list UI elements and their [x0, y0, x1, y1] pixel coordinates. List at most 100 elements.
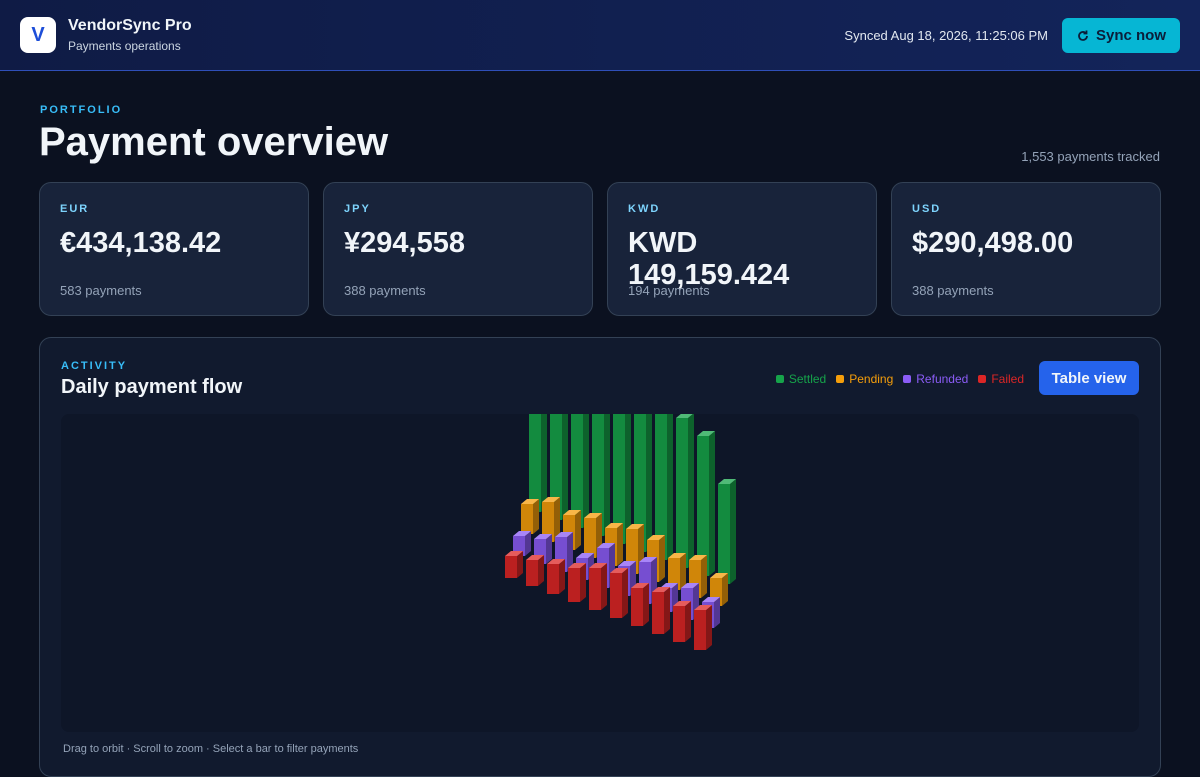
bar: [652, 587, 670, 634]
bar: [697, 431, 715, 576]
bar-side: [604, 414, 610, 536]
bar-top: [605, 523, 623, 528]
bar-front: [718, 484, 730, 584]
bar: [521, 499, 539, 534]
bar: [589, 563, 607, 610]
bar: [668, 553, 686, 590]
bar-front: [592, 414, 604, 536]
bar-top: [534, 534, 552, 539]
legend-swatch: [978, 375, 987, 383]
bar: [526, 555, 544, 586]
bar-side: [643, 583, 649, 626]
page-title: Payment overview: [39, 120, 389, 164]
bar-top: [673, 601, 691, 606]
bar-top: [547, 559, 565, 564]
legend-item: Failed: [978, 372, 1024, 386]
amount: $290,498.00: [912, 227, 1074, 259]
bar-top: [513, 531, 531, 536]
currency-card: USD $290,498.00 388 payments: [891, 182, 1161, 316]
amount: €434,138.42: [60, 227, 222, 259]
legend-swatch: [903, 375, 912, 383]
bar-front: [529, 414, 541, 512]
legend-label: Settled: [788, 372, 827, 386]
sync-label: Sync now: [1095, 27, 1166, 44]
bar-side: [567, 532, 573, 572]
bar: [592, 414, 610, 536]
bar-side: [709, 431, 715, 576]
bar-side: [617, 523, 623, 566]
bar-top: [689, 555, 707, 560]
bar-side: [622, 568, 628, 618]
bar-side: [575, 510, 581, 550]
app-subtitle: Payments operations: [68, 39, 181, 53]
bar-front: [568, 568, 580, 602]
bar-side: [646, 414, 652, 552]
brand: VendorSync Pro Payments operations: [68, 17, 192, 53]
bar-side: [625, 414, 631, 544]
table-view-button[interactable]: Table view: [1039, 361, 1139, 395]
bar-top: [584, 513, 602, 518]
bar-front: [631, 588, 643, 626]
logo: V: [20, 17, 56, 53]
app-name: VendorSync Pro: [68, 17, 192, 34]
bar-front: [571, 414, 583, 528]
currency-card: JPY ¥294,558 388 payments: [323, 182, 593, 316]
hint: Drag to orbit · Scroll to zoom · Select …: [63, 743, 359, 755]
amount: ¥294,558: [344, 227, 465, 259]
bar-side: [538, 555, 544, 586]
panel-title: Daily payment flow: [61, 376, 243, 398]
bar: [529, 414, 547, 512]
bar: [571, 414, 589, 528]
bar-side: [525, 531, 531, 556]
payment-count: 194 payments: [628, 283, 710, 298]
currency-card: EUR €434,138.42 583 payments: [39, 182, 309, 316]
bar-top: [555, 532, 573, 537]
bar-top: [710, 573, 728, 578]
bar-top: [652, 587, 670, 592]
currency-code: USD: [912, 203, 942, 215]
bar-front: [589, 568, 601, 610]
payment-count: 388 payments: [912, 283, 994, 298]
bar-side: [541, 414, 547, 512]
legend-label: Failed: [991, 372, 1024, 386]
bar: [655, 414, 673, 560]
bar-top: [668, 553, 686, 558]
currency-code: KWD: [628, 203, 661, 215]
bar-top: [697, 431, 715, 436]
bar: [613, 414, 631, 544]
bar-front: [521, 504, 533, 534]
bar: [542, 497, 560, 542]
amount: KWD 149,159.424: [628, 227, 790, 291]
bar-top: [660, 583, 678, 588]
tracked-count: 1,553 payments tracked: [1021, 149, 1160, 164]
sync-button[interactable]: Sync now: [1062, 18, 1180, 53]
payment-count: 388 payments: [344, 283, 426, 298]
legend-item: Refunded: [903, 372, 968, 386]
bar: [550, 414, 568, 520]
bar-top: [702, 597, 720, 602]
bar-front: [655, 414, 667, 560]
bar-top: [505, 551, 523, 556]
bar-top: [610, 568, 628, 573]
bar: [610, 568, 628, 618]
bar-front: [676, 418, 688, 568]
bar-side: [667, 414, 673, 560]
bar-side: [601, 563, 607, 610]
bar-top: [676, 414, 693, 418]
bar-top: [542, 497, 560, 502]
legend-item: Pending: [836, 372, 893, 386]
bar: [694, 605, 712, 650]
legend-swatch: [836, 375, 845, 383]
bar-top: [576, 553, 594, 558]
bar: [718, 479, 736, 584]
bar-side: [680, 553, 686, 590]
bar-top: [568, 563, 586, 568]
bar-top: [626, 524, 644, 529]
eyebrow: ACTIVITY: [61, 360, 128, 372]
sync-icon: [1078, 30, 1088, 41]
bar-side: [562, 414, 568, 520]
activity-panel: ACTIVITY Daily payment flow Settled Pendi…: [39, 337, 1161, 777]
bar-front: [697, 436, 709, 576]
chart[interactable]: [61, 414, 1139, 732]
bar: [634, 414, 652, 552]
